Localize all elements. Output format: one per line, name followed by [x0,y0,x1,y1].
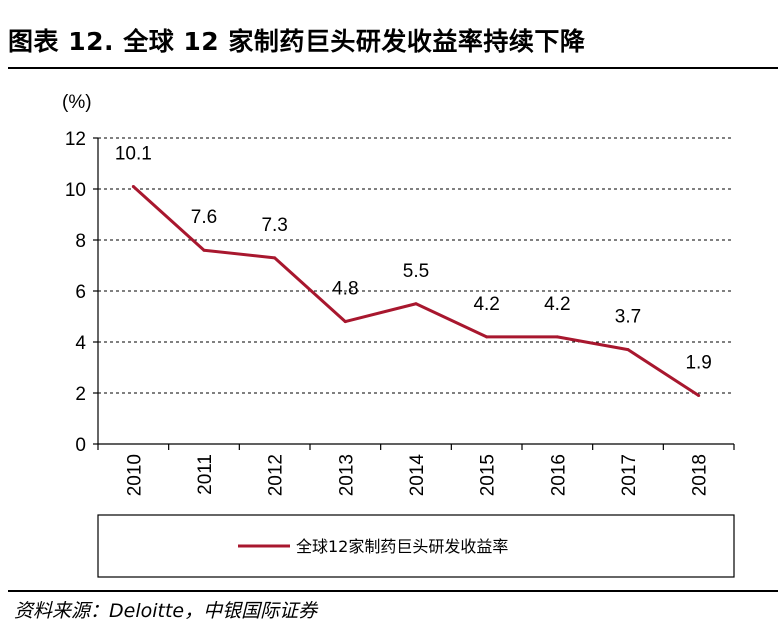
x-tick-label: 2018 [690,454,711,496]
y-tick-label: 4 [75,333,86,354]
x-axis-ticks: 2010 2011 2012 2013 2014 2015 2016 2017 2018 [97,443,735,497]
data-point [626,348,630,352]
x-tick-label: 2011 [195,454,216,495]
y-tick-label: 6 [75,282,86,303]
y-tick-label: 2 [75,384,86,405]
legend-label: 全球12家制药巨头研发收益率 [296,537,508,556]
legend: 全球12家制药巨头研发收益率 [97,514,735,578]
data-label: 7.3 [261,215,287,236]
data-labels: 10.1 7.6 7.3 4.8 5.5 4.2 4.2 3.7 1.9 [115,143,712,373]
source-note: 资料来源：Deloitte，中银国际证券 [14,600,318,622]
data-point [485,335,489,339]
data-point [131,184,135,188]
x-tick-label: 2015 [478,454,499,496]
data-point [697,394,701,398]
data-label: 1.9 [685,353,711,374]
y-axis-unit-label: (%) [62,92,92,113]
top-rule [8,67,778,69]
y-tick-label: 10 [65,180,86,201]
data-point [555,335,559,339]
bottom-rule [8,590,778,592]
gridlines [98,137,734,394]
data-label: 7.6 [191,207,217,228]
chart-title: 图表 12. 全球 12 家制药巨头研发收益率持续下降 [8,27,586,56]
x-tick-label: 2013 [336,454,357,496]
data-label: 5.5 [403,261,429,282]
x-tick-label: 2017 [619,454,640,496]
data-label: 4.2 [544,294,570,315]
data-point [202,248,206,252]
x-tick-label: 2016 [548,454,569,496]
y-tick-label: 0 [75,435,86,456]
x-tick-label: 2010 [124,454,145,496]
data-point [343,320,347,324]
legend-box [97,514,735,578]
x-tick-label: 2012 [266,454,287,496]
series-group [131,184,701,398]
y-tick-label: 8 [75,231,86,252]
y-tick-label: 12 [65,129,86,150]
data-label: 4.2 [473,294,499,315]
data-point [414,302,418,306]
x-tick-label: 2014 [407,454,428,497]
data-label: 4.8 [332,279,358,300]
data-label: 10.1 [115,143,152,164]
data-point [273,256,277,260]
data-label: 3.7 [615,307,641,328]
y-axis-ticks: 0 2 4 6 8 10 12 [65,129,99,456]
